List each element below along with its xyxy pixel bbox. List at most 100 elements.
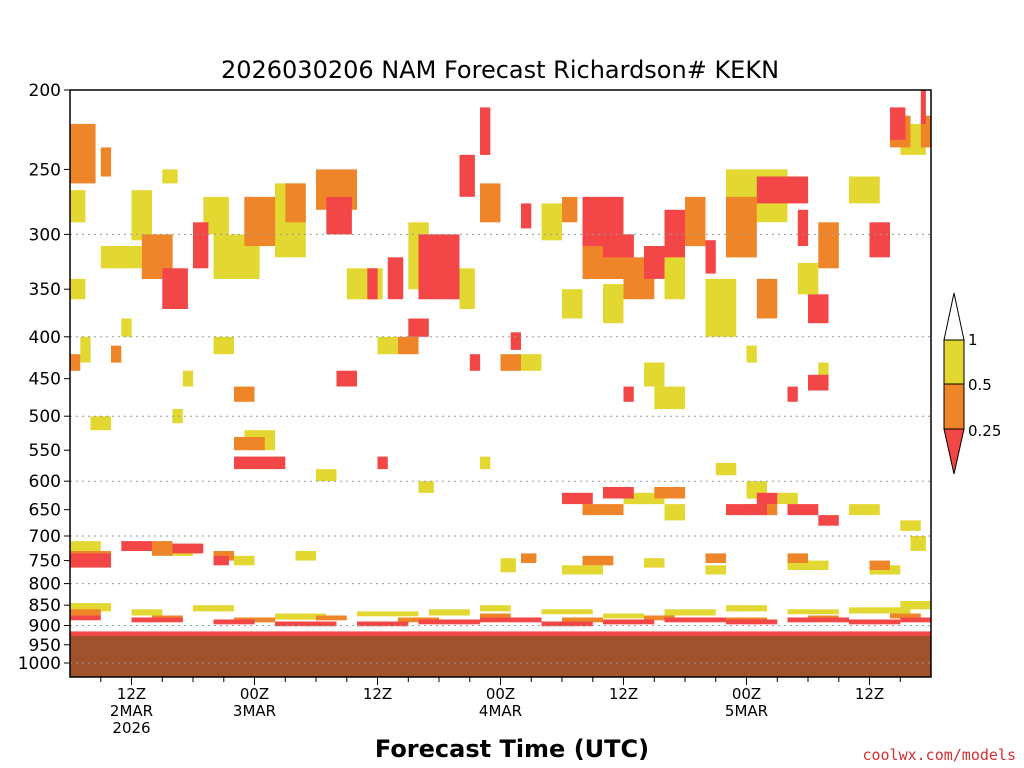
- cell-0-5-1-40: [777, 492, 798, 505]
- cell--0-25-52: [900, 617, 932, 623]
- cell-0-5-1-29: [818, 362, 829, 379]
- cell--0-25-19: [890, 107, 906, 140]
- cell-0-5-1-46: [295, 551, 316, 561]
- ytick-label-850: 850: [29, 596, 61, 616]
- cell-0-5-1-34: [418, 481, 434, 493]
- cell-0-5-1-53: [910, 536, 926, 551]
- cell--0-25-37: [172, 543, 204, 554]
- cell--0-25-22: [469, 354, 481, 371]
- xtick-label-42-0: 00Z: [486, 685, 515, 703]
- cell--0-25-48: [664, 617, 726, 623]
- xtick-label-54-0: 12Z: [609, 685, 638, 703]
- cell--0-25-0: [162, 268, 188, 309]
- cell--0-25-5: [408, 318, 429, 337]
- cell-0-25-0-5-3: [244, 196, 276, 247]
- cell-0-25-0-5-33: [869, 560, 890, 570]
- cell--0-25-9: [521, 203, 532, 229]
- chart-title: 2026030206 NAM Forecast Richardson# KEKN: [221, 56, 779, 84]
- cell--0-25-4: [387, 257, 404, 300]
- ytick-label-800: 800: [29, 575, 61, 595]
- ytick-label-400: 400: [29, 328, 61, 348]
- credit-link[interactable]: coolwx.com/models: [862, 746, 1016, 764]
- cell-0-5-1-10: [459, 268, 475, 309]
- cell-0-5-1-13: [603, 284, 624, 324]
- cell-0-25-0-5-14: [818, 222, 839, 269]
- legend-bin-lt0-25: [943, 428, 965, 475]
- ytick-label-750: 750: [29, 552, 61, 572]
- cell-0-25-0-5-18: [111, 345, 122, 363]
- cell--0-25-40: [131, 617, 183, 623]
- cell--0-25-14: [705, 240, 716, 274]
- cell--0-25-32: [787, 504, 819, 516]
- cell--0-25-42: [275, 621, 337, 627]
- cell-0-25-0-5-31: [705, 553, 726, 563]
- cell--0-25-28: [377, 456, 388, 470]
- cell--0-25-39: [70, 615, 101, 621]
- cell-0-5-1-35: [480, 456, 491, 470]
- cell--0-25-20: [920, 90, 926, 124]
- cell-0-5-1-15: [705, 278, 737, 337]
- cell-0-25-0-5-13: [756, 278, 778, 319]
- cell-0-25-0-5-20: [398, 336, 419, 355]
- cell-0-25-0-5-39: [480, 613, 511, 619]
- cell--0-25-47: [603, 619, 655, 625]
- cell-0-25-0-5-24: [234, 437, 265, 451]
- cell-0-5-1-3: [70, 278, 86, 300]
- cell--0-25-35: [70, 553, 111, 568]
- cell--0-25-18: [869, 222, 890, 258]
- cell--0-25-11: [603, 234, 634, 258]
- cell-0-25-0-5-23: [654, 487, 686, 499]
- ytick-label-600: 600: [29, 472, 61, 492]
- cell-0-25-0-5-34: [70, 609, 101, 616]
- cell--0-25-45: [480, 617, 542, 623]
- ytick-label-650: 650: [29, 501, 61, 521]
- xtick-label-6-1: 2MAR: [110, 702, 153, 720]
- cell-0-5-1-26: [644, 362, 665, 387]
- cell-0-25-0-5-30: [582, 555, 614, 566]
- cell-0-25-0-5-17: [70, 354, 81, 371]
- cell-0-25-0-5-21: [500, 354, 521, 371]
- cell-0-5-1-38: [715, 462, 737, 476]
- cell-0-5-1-56: [193, 605, 234, 612]
- cell--0-25-49: [726, 619, 778, 625]
- ytick-label-450: 450: [29, 370, 61, 390]
- legend-tick-0: 1: [968, 331, 978, 349]
- cell--0-25-21: [336, 370, 357, 387]
- cell-0-5-1-63: [664, 609, 716, 616]
- cell-0-25-0-5-19: [234, 386, 255, 402]
- xtick-label-6-0: 12Z: [117, 685, 146, 703]
- cell--0-25-43: [357, 621, 409, 627]
- ytick-label-200: 200: [29, 81, 61, 101]
- cell--0-25-16: [797, 209, 809, 246]
- cell--0-25-51: [849, 619, 901, 625]
- cell--0-25-50: [787, 617, 849, 623]
- cell-0-25-0-5-1: [100, 147, 112, 177]
- cell-0-25-0-5-40: [562, 617, 603, 623]
- cell-0-25-0-5-44: [890, 613, 921, 619]
- cell--0-25-44: [418, 619, 480, 625]
- cell-0-5-1-59: [428, 609, 470, 616]
- cell-0-25-0-5-16: [920, 115, 932, 148]
- cell--0-25-33: [756, 492, 778, 505]
- cell--0-25-13: [664, 209, 685, 258]
- cell-0-5-1-45: [234, 555, 255, 566]
- cell--0-25-8: [480, 107, 491, 155]
- cell-0-5-1-42: [900, 520, 921, 531]
- cell-0-5-1-23: [213, 336, 234, 355]
- cell--0-25-1: [193, 222, 209, 269]
- cell-0-25-0-5-32: [787, 553, 808, 563]
- cell-0-5-1-27: [654, 386, 686, 410]
- ground-surface: [70, 636, 931, 677]
- cell-0-5-1-64: [726, 605, 767, 612]
- cell--0-25-26: [787, 386, 798, 402]
- ytick-label-500: 500: [29, 407, 61, 427]
- cell-0-5-1-30: [90, 416, 111, 431]
- ytick-label-300: 300: [29, 225, 61, 245]
- cell-0-25-0-5-11: [685, 196, 706, 247]
- cell-0-25-0-5-29: [521, 553, 537, 563]
- xtick-label-30-0: 12Z: [363, 685, 392, 703]
- cell--0-25-27: [234, 456, 286, 470]
- xtick-label-42-1: 4MAR: [479, 702, 522, 720]
- cell-0-5-1-4: [100, 246, 142, 269]
